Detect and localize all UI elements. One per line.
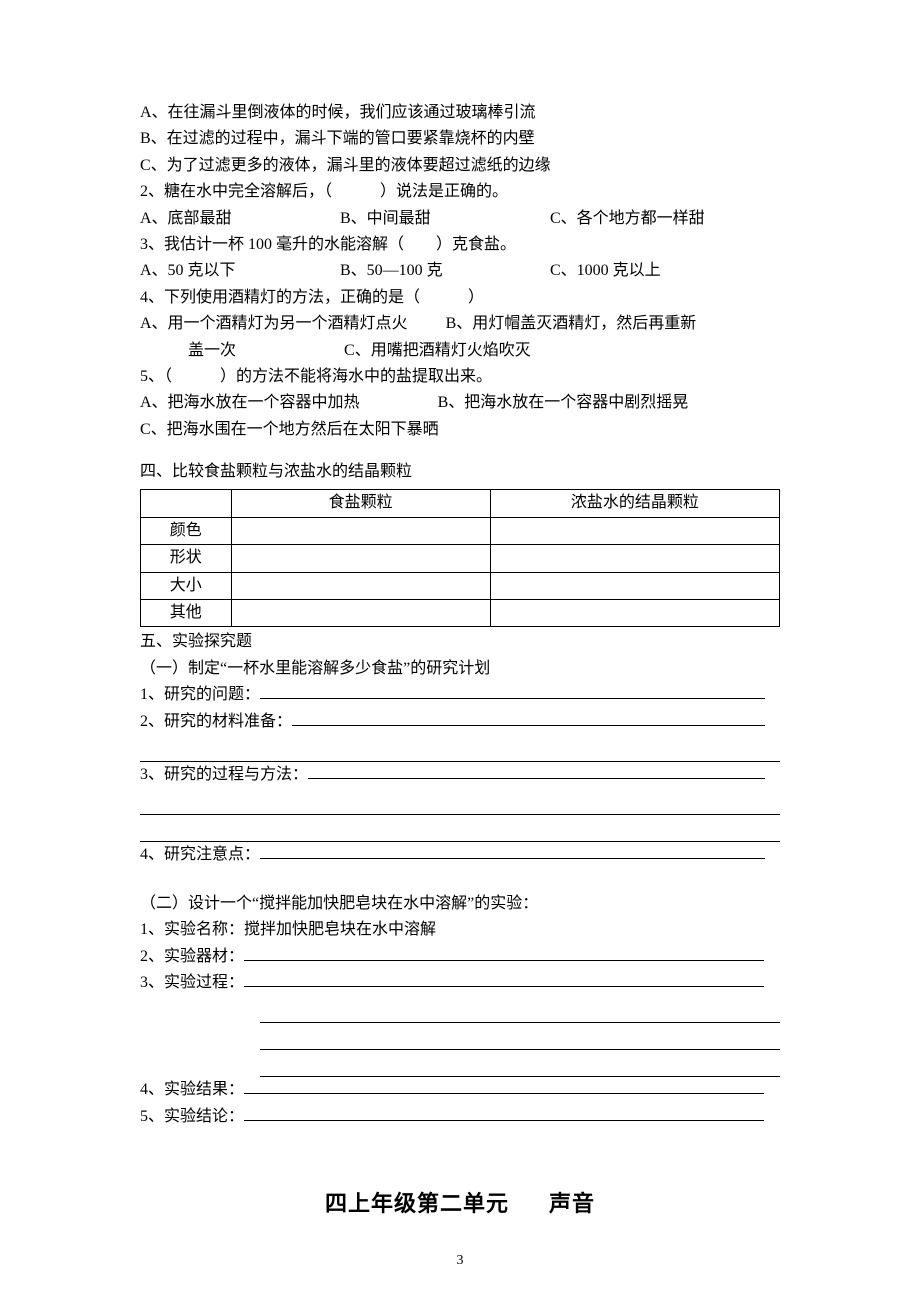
- blank-field[interactable]: [140, 821, 780, 842]
- unit2-title: 四上年级第二单元 声音: [140, 1186, 780, 1222]
- blank-field[interactable]: [260, 1056, 780, 1077]
- q4-stem: 4、下列使用酒精灯的方法，正确的是（ ）: [140, 285, 780, 311]
- label: 5、实验结论：: [140, 1108, 244, 1125]
- page: A、在往漏斗里倒液体的时候，我们应该通过玻璃棒引流 B、在过滤的过程中，漏斗下端…: [0, 0, 920, 1302]
- cell: [231, 517, 490, 544]
- blank-field[interactable]: [244, 970, 764, 987]
- partA-title: （一）制定“一杯水里能溶解多少食盐”的研究计划: [140, 656, 780, 682]
- blank-field[interactable]: [244, 944, 764, 961]
- blank-field[interactable]: [140, 741, 780, 762]
- table-row: 颜色: [141, 517, 780, 544]
- label: 4、实验结果：: [140, 1081, 244, 1098]
- th-blank: [141, 490, 232, 517]
- partB-i3: 3、实验过程：: [140, 970, 780, 996]
- partA-i1: 1、研究的问题：: [140, 682, 780, 708]
- q3-opt-c: C、1000 克以上: [550, 258, 750, 284]
- section4-title: 四、比较食盐颗粒与浓盐水的结晶颗粒: [140, 459, 780, 485]
- q2-opt-c: C、各个地方都一样甜: [550, 206, 750, 232]
- q-pre-opt-b: B、在过滤的过程中，漏斗下端的管口要紧靠烧杯的内壁: [140, 126, 780, 152]
- label: 3、研究的过程与方法：: [140, 766, 308, 783]
- row-label: 大小: [141, 572, 232, 599]
- label: 2、实验器材：: [140, 948, 244, 965]
- q5-stem: 5、（ ）的方法不能将海水中的盐提取出来。: [140, 364, 780, 390]
- cell: [231, 572, 490, 599]
- partB-i5: 5、实验结论：: [140, 1104, 780, 1130]
- q-pre-opt-a: A、在往漏斗里倒液体的时候，我们应该通过玻璃棒引流: [140, 100, 780, 126]
- q-pre-opt-c: C、为了过滤更多的液体，漏斗里的液体要超过滤纸的边缘: [140, 153, 780, 179]
- q5-opt-c: C、把海水围在一个地方然后在太阳下暴晒: [140, 417, 780, 443]
- q2-opt-a: A、底部最甜: [140, 206, 340, 232]
- blank-field[interactable]: [260, 1029, 780, 1050]
- q4-row1: A、用一个酒精灯为另一个酒精灯点火 B、用灯帽盖灭酒精灯，然后再重新: [140, 311, 780, 337]
- footer-right: 声音: [549, 1191, 595, 1216]
- label: 2、研究的材料准备：: [140, 713, 292, 730]
- cell: [490, 517, 779, 544]
- row-label: 其他: [141, 600, 232, 627]
- q4-row2: 盖一次 C、用嘴把酒精灯火焰吹灭: [140, 338, 780, 364]
- cell: [231, 600, 490, 627]
- partB-title: （二）设计一个“搅拌能加快肥皂块在水中溶解”的实验：: [140, 891, 780, 917]
- q2-stem: 2、糖在水中完全溶解后，（ ）说法是正确的。: [140, 179, 780, 205]
- q3-opt-a: A、50 克以下: [140, 258, 340, 284]
- partB-i1: 1、实验名称：搅拌加快肥皂块在水中溶解: [140, 917, 780, 943]
- label: 3、实验过程：: [140, 974, 244, 991]
- blank-field[interactable]: [244, 1104, 764, 1121]
- footer-left: 四上年级第二单元: [325, 1191, 509, 1216]
- q3-opt-b: B、50—100 克: [340, 258, 550, 284]
- table-row: 其他: [141, 600, 780, 627]
- page-number: 3: [0, 1249, 920, 1272]
- th-col2: 浓盐水的结晶颗粒: [490, 490, 779, 517]
- q4-opt-b2: 盖一次: [140, 342, 236, 359]
- partA-i4: 4、研究注意点：: [140, 842, 780, 868]
- q5-opt-a: A、把海水放在一个容器中加热: [140, 394, 360, 411]
- row-label: 颜色: [141, 517, 232, 544]
- q3-options: A、50 克以下 B、50—100 克 C、1000 克以上: [140, 258, 780, 284]
- partB-i2: 2、实验器材：: [140, 944, 780, 970]
- blank-field[interactable]: [260, 842, 765, 859]
- q4-opt-c: C、用嘴把酒精灯火焰吹灭: [344, 342, 531, 359]
- q4-opt-a: A、用一个酒精灯为另一个酒精灯点火: [140, 315, 408, 332]
- table-row: 形状: [141, 545, 780, 572]
- q2-options: A、底部最甜 B、中间最甜 C、各个地方都一样甜: [140, 206, 780, 232]
- blank-field[interactable]: [140, 794, 780, 815]
- row-label: 形状: [141, 545, 232, 572]
- cell: [231, 545, 490, 572]
- q5-opt-b: B、把海水放在一个容器中剧烈摇晃: [438, 394, 689, 411]
- table-header-row: 食盐颗粒 浓盐水的结晶颗粒: [141, 490, 780, 517]
- q4-opt-b1: B、用灯帽盖灭酒精灯，然后再重新: [446, 315, 697, 332]
- partA-i2: 2、研究的材料准备：: [140, 709, 780, 735]
- cell: [490, 600, 779, 627]
- label: 4、研究注意点：: [140, 846, 260, 863]
- blank-field[interactable]: [260, 1002, 780, 1023]
- th-col1: 食盐颗粒: [231, 490, 490, 517]
- cell: [490, 572, 779, 599]
- q2-opt-b: B、中间最甜: [340, 206, 550, 232]
- partB-i4: 4、实验结果：: [140, 1077, 780, 1103]
- q5-row1: A、把海水放在一个容器中加热 B、把海水放在一个容器中剧烈摇晃: [140, 390, 780, 416]
- label: 1、研究的问题：: [140, 686, 260, 703]
- cell: [490, 545, 779, 572]
- compare-table: 食盐颗粒 浓盐水的结晶颗粒 颜色 形状 大小 其他: [140, 489, 780, 627]
- table-row: 大小: [141, 572, 780, 599]
- blank-field[interactable]: [260, 682, 765, 699]
- q3-stem: 3、我估计一杯 100 毫升的水能溶解（ ）克食盐。: [140, 232, 780, 258]
- blank-field[interactable]: [308, 762, 765, 779]
- blank-field[interactable]: [244, 1077, 764, 1094]
- blank-field[interactable]: [292, 709, 765, 726]
- partA-i3: 3、研究的过程与方法：: [140, 762, 780, 788]
- section5-title: 五、实验探究题: [140, 629, 780, 655]
